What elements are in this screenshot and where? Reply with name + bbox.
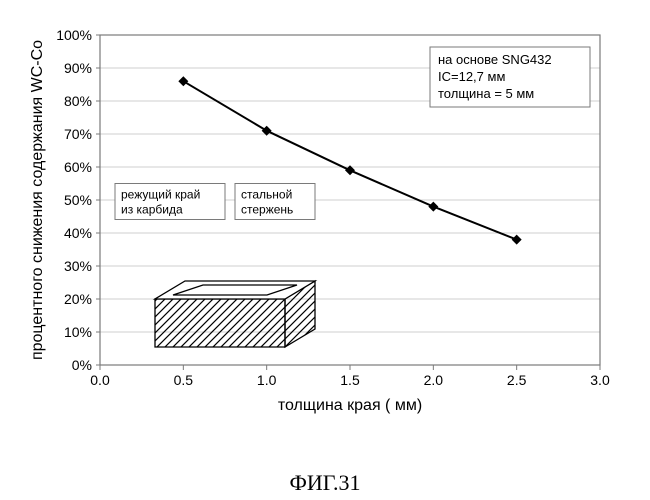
svg-text:30%: 30% xyxy=(64,258,92,274)
figure-caption: ФИГ.31 xyxy=(0,470,650,496)
svg-text:процентного снижения содержани: процентного снижения содержания WC-Co xyxy=(29,40,46,360)
svg-text:2.5: 2.5 xyxy=(507,372,527,388)
svg-text:10%: 10% xyxy=(64,324,92,340)
svg-text:90%: 90% xyxy=(64,60,92,76)
svg-text:IC=12,7 мм: IC=12,7 мм xyxy=(438,69,505,84)
svg-text:из карбида: из карбида xyxy=(121,203,183,217)
svg-text:толщина края ( мм): толщина края ( мм) xyxy=(278,397,422,414)
svg-text:0%: 0% xyxy=(72,357,92,373)
svg-text:60%: 60% xyxy=(64,159,92,175)
svg-text:50%: 50% xyxy=(64,192,92,208)
svg-text:на основе SNG432: на основе SNG432 xyxy=(438,52,552,67)
svg-text:режущий край: режущий край xyxy=(121,188,200,202)
svg-text:толщина = 5 мм: толщина = 5 мм xyxy=(438,86,534,101)
svg-text:40%: 40% xyxy=(64,225,92,241)
svg-text:2.0: 2.0 xyxy=(424,372,444,388)
svg-text:1.5: 1.5 xyxy=(340,372,360,388)
svg-text:стальной: стальной xyxy=(241,188,292,202)
svg-text:20%: 20% xyxy=(64,291,92,307)
svg-text:стержень: стержень xyxy=(241,203,293,217)
svg-text:70%: 70% xyxy=(64,126,92,142)
svg-text:80%: 80% xyxy=(64,93,92,109)
svg-text:0.0: 0.0 xyxy=(90,372,110,388)
chart-container: 0% 10% 20% 30% 40% 50% 60% 70% 80% 90% 100% 0.0 0.5 1… xyxy=(20,20,630,460)
svg-text:3.0: 3.0 xyxy=(590,372,610,388)
svg-text:1.0: 1.0 xyxy=(257,372,277,388)
svg-text:0.5: 0.5 xyxy=(174,372,194,388)
chart-svg: 0% 10% 20% 30% 40% 50% 60% 70% 80% 90% 100% 0.0 0.5 1… xyxy=(20,20,630,440)
svg-text:100%: 100% xyxy=(56,27,92,43)
